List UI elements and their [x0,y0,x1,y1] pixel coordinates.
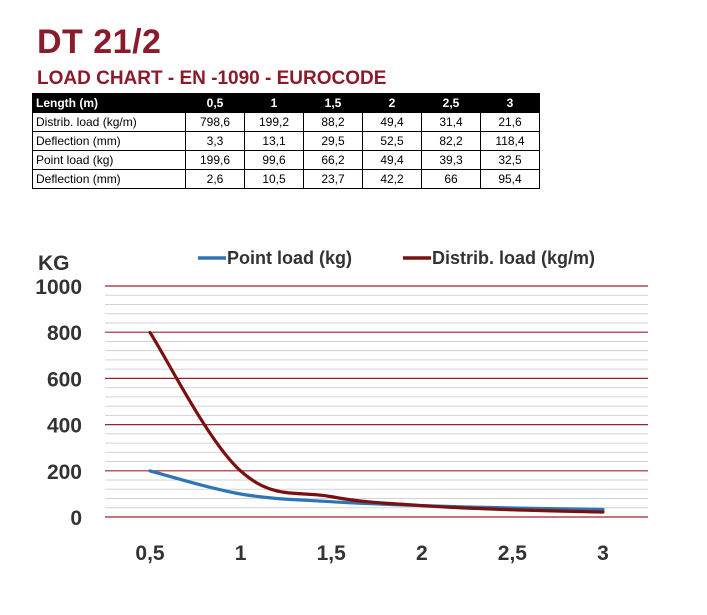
table-header-cell: 0,5 [185,93,245,113]
table-cell: 199,2 [244,112,304,132]
table-cell: 199,6 [185,150,245,170]
table-cell: 49,4 [362,150,422,170]
table-cell: 82,2 [421,131,481,151]
table-cell: 13,1 [244,131,304,151]
x-tick-label: 3 [597,542,609,565]
table-header-cell: 3 [480,93,540,113]
table-row-label: Deflection (mm) [32,169,186,189]
table-header-cell: 2,5 [421,93,481,113]
x-tick-label: 1,5 [317,542,347,565]
table-header-cell: 1 [244,93,304,113]
table-row: Point load (kg) 199,6 99,6 66,2 49,4 39,… [32,150,540,170]
table-cell: 99,6 [244,150,304,170]
table-cell: 798,6 [185,112,245,132]
table-header-cell: 1,5 [303,93,363,113]
y-tick-label: 1000 [35,276,82,299]
table-header-cell: Length (m) [32,93,186,113]
table-cell: 66,2 [303,150,363,170]
table-row: Distrib. load (kg/m) 798,6 199,2 88,2 49… [32,112,540,132]
distrib-load-series-line [148,330,605,514]
table-cell: 29,5 [303,131,363,151]
y-axis-label: KG [38,252,70,275]
load-line-chart: 1000 800 600 400 200 0 KG 0,5 1 1,5 2 2,5 3 Point loa… [35,248,648,565]
table-cell: 39,3 [421,150,481,170]
table-row-label: Distrib. load (kg/m) [32,112,186,132]
table-row-label: Deflection (mm) [32,131,186,151]
table-cell: 21,6 [480,112,540,132]
table-cell: 32,5 [480,150,540,170]
table-cell: 10,5 [244,169,304,189]
x-tick-label: 2,5 [498,542,528,565]
table-cell: 2,6 [185,169,245,189]
x-tick-label: 2 [416,542,428,565]
table-cell: 118,4 [480,131,540,151]
y-tick-label: 0 [70,507,82,530]
legend-point-load-label: Point load (kg) [227,248,352,268]
page-subtitle: LOAD CHART - EN -1090 - EUROCODE [37,68,387,89]
table-row: Deflection (mm) 2,6 10,5 23,7 42,2 66 95… [32,169,540,189]
table-row: Deflection (mm) 3,3 13,1 29,5 52,5 82,2 … [32,131,540,151]
page-title: DT 21/2 [37,23,162,61]
table-row-label: Point load (kg) [32,150,186,170]
y-tick-label: 400 [47,415,82,438]
table-header-cell: 2 [362,93,422,113]
table-cell: 52,5 [362,131,422,151]
table-cell: 88,2 [303,112,363,132]
y-tick-label: 200 [47,461,82,484]
x-tick-label: 0,5 [135,542,165,565]
table-cell: 3,3 [185,131,245,151]
table-header-row: Length (m) 0,5 1 1,5 2 2,5 3 [32,93,540,113]
legend-distrib-load-label: Distrib. load (kg/m) [432,248,595,268]
table-cell: 23,7 [303,169,363,189]
table-cell: 95,4 [480,169,540,189]
table-cell: 31,4 [421,112,481,132]
y-tick-label: 800 [47,322,82,345]
table-cell: 42,2 [362,169,422,189]
table-cell: 49,4 [362,112,422,132]
load-table: Length (m) 0,5 1 1,5 2 2,5 3 Distrib. lo… [32,93,540,189]
table-cell: 66 [421,169,481,189]
y-tick-label: 600 [47,368,82,391]
x-tick-label: 1 [235,542,247,565]
